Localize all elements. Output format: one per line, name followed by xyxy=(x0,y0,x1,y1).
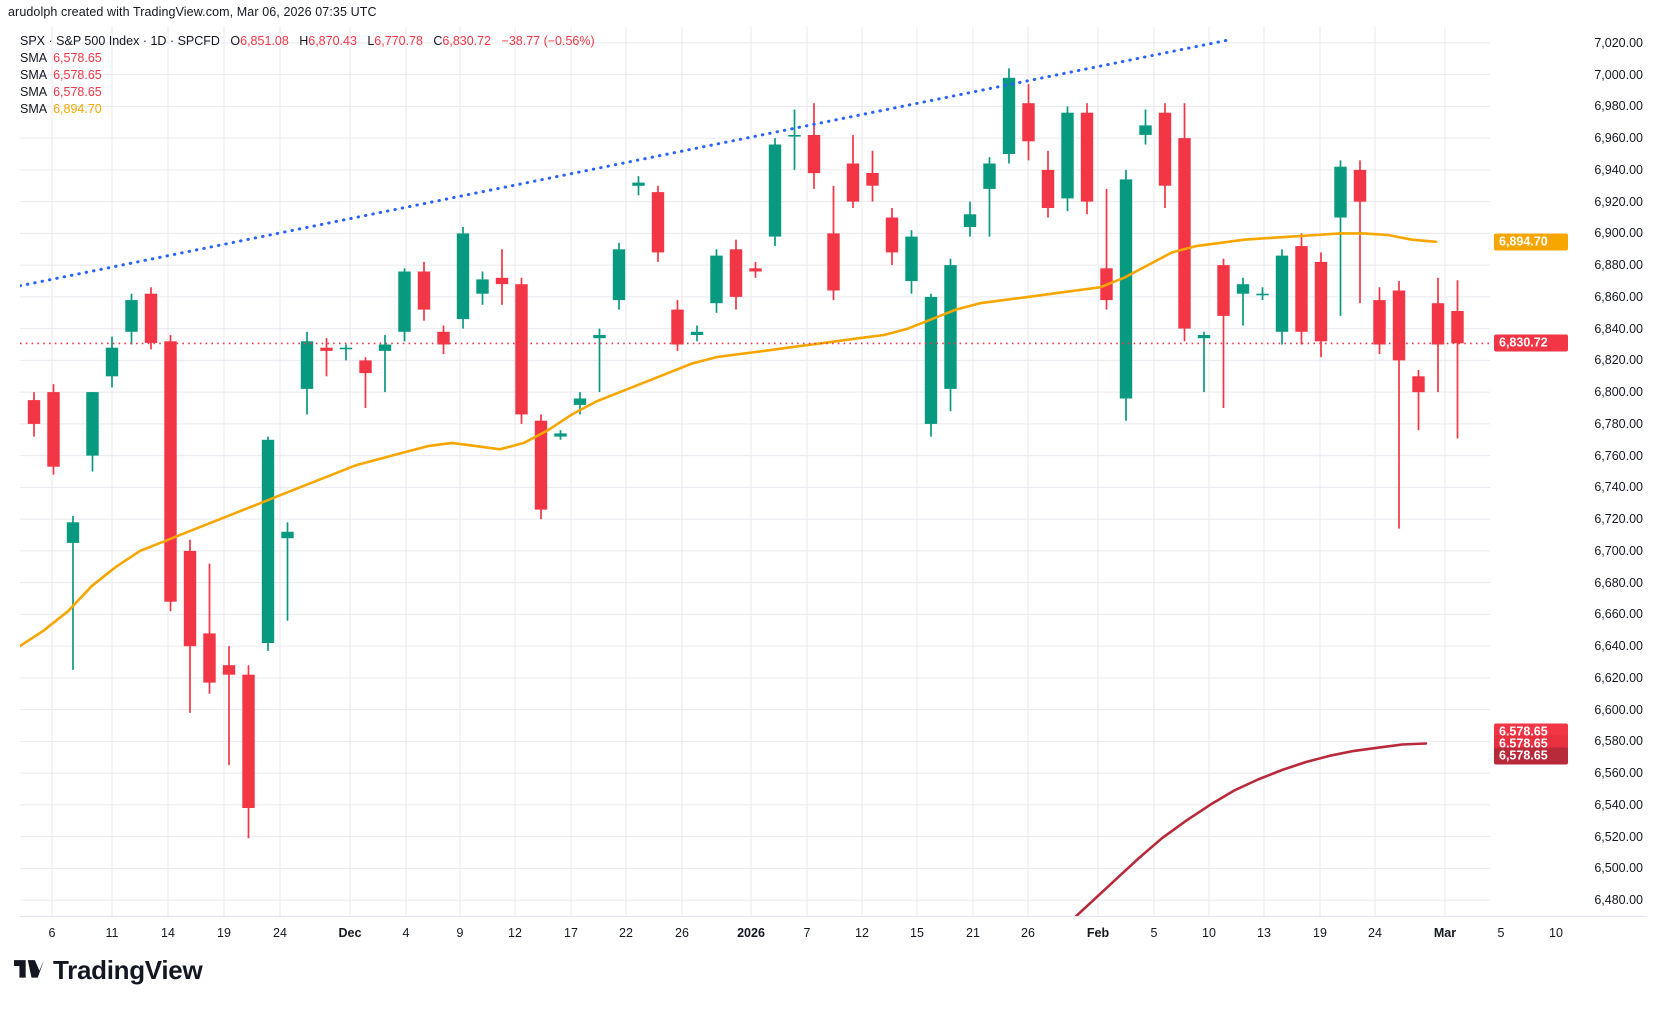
legend-high-key: H xyxy=(299,34,309,48)
legend-study-value-1: 6,578.65 xyxy=(53,51,102,65)
price-axis-tick: 6,960.00 xyxy=(1594,131,1643,146)
price-axis-tick: 7,020.00 xyxy=(1594,35,1643,50)
price-scale[interactable]: 7,020.00 7,000.00 6,980.00 6,960.00 6,940.00… xyxy=(1490,27,1647,916)
price-axis-tick: 6,840.00 xyxy=(1594,321,1643,336)
price-axis-tick: 6,660.00 xyxy=(1594,607,1643,622)
legend-open-value: 6,851.08 xyxy=(240,34,289,48)
legend-study-row-3[interactable]: SMA 6,578.65 xyxy=(20,84,595,101)
price-axis-tick: 6,780.00 xyxy=(1594,416,1643,431)
legend-study-name-1: SMA xyxy=(20,51,48,65)
price-axis-tick: 6,880.00 xyxy=(1594,258,1643,273)
time-axis-tick: 26 xyxy=(675,926,689,940)
time-axis-tick: 9 xyxy=(456,926,464,940)
legend-studies: SMA 6,578.65 SMA 6,578.65 SMA 6,578.65 SMA 6,89… xyxy=(20,50,595,118)
time-axis-tick: Dec xyxy=(338,926,362,940)
price-axis-tick: 6,640.00 xyxy=(1594,639,1643,654)
price-axis-tick: 6,940.00 xyxy=(1594,162,1643,177)
tradingview-mark-icon xyxy=(14,959,44,978)
legend-symbol: SPX xyxy=(20,34,46,48)
legend-interval: 1D xyxy=(150,34,167,48)
legend-study-value-4: 6,894.70 xyxy=(53,102,102,116)
time-axis-tick: 10 xyxy=(1202,926,1216,940)
time-axis-tick: 19 xyxy=(1313,926,1327,940)
price-axis-tick: 6,580.00 xyxy=(1594,734,1643,749)
time-axis-tick: 2026 xyxy=(737,926,765,940)
legend-study-name-3: SMA xyxy=(20,85,48,99)
legend-main-row[interactable]: SPX · S&P 500 Index · 1D · SPCFD O6,851.… xyxy=(20,33,595,50)
tradingview-wordmark: TradingView xyxy=(53,955,203,985)
time-axis-tick: 22 xyxy=(619,926,633,940)
legend-sep-1: · xyxy=(48,34,53,48)
price-axis-tick: 6,540.00 xyxy=(1594,797,1643,812)
time-scale[interactable]: 6 11 14 19 24 Dec 4 9 12 17 22 26 2026 7 12 15 21 26 Feb 5 1… xyxy=(20,916,1647,947)
legend-high-value: 6,870.43 xyxy=(308,34,357,48)
legend-study-name-4: SMA xyxy=(20,102,48,116)
time-axis-tick: 7 xyxy=(803,926,811,940)
time-axis-tick: 24 xyxy=(273,926,287,940)
time-axis-tick: 17 xyxy=(564,926,578,940)
price-axis-tick: 6,800.00 xyxy=(1594,385,1643,400)
time-axis-tick: 11 xyxy=(105,926,119,940)
last-price-badge[interactable]: 6,830.72 xyxy=(1494,334,1568,352)
price-axis-tick: 6,480.00 xyxy=(1594,893,1643,908)
time-axis-tick: 15 xyxy=(910,926,924,940)
legend-study-value-3: 6,578.65 xyxy=(53,85,102,99)
legend-study-row-2[interactable]: SMA 6,578.65 xyxy=(20,67,595,84)
legend-change: −38.77 (−0.56%) xyxy=(501,34,595,48)
price-axis-tick: 6,560.00 xyxy=(1594,766,1643,781)
sma-red-price-badge-3[interactable]: 6,578.65 xyxy=(1494,747,1568,765)
price-axis-tick: 6,900.00 xyxy=(1594,226,1643,241)
time-axis-tick: 13 xyxy=(1257,926,1271,940)
time-axis-tick: 19 xyxy=(217,926,231,940)
legend-open-key: O xyxy=(230,34,241,48)
price-axis-tick: 6,680.00 xyxy=(1594,575,1643,590)
chart-legend: SPX · S&P 500 Index · 1D · SPCFD O6,851.… xyxy=(20,33,595,118)
legend-study-row-4[interactable]: SMA 6,894.70 xyxy=(20,101,595,118)
price-axis-tick: 6,920.00 xyxy=(1594,194,1643,209)
legend-study-value-2: 6,578.65 xyxy=(53,68,102,82)
time-axis-tick: 10 xyxy=(1549,926,1563,940)
time-axis-tick: 5 xyxy=(1150,926,1158,940)
legend-exchange: SPCFD xyxy=(177,34,220,48)
price-axis-tick: 6,820.00 xyxy=(1594,353,1643,368)
time-axis-tick: 6 xyxy=(48,926,56,940)
sma-orange-price-badge[interactable]: 6,894.70 xyxy=(1494,233,1568,251)
price-axis-tick: 6,700.00 xyxy=(1594,543,1643,558)
legend-description: S&P 500 Index xyxy=(56,34,140,48)
legend-close-key: C xyxy=(433,34,443,48)
tradingview-logo[interactable]: TradingView xyxy=(14,955,203,986)
price-axis-tick: 6,520.00 xyxy=(1594,829,1643,844)
time-axis-tick: 24 xyxy=(1368,926,1382,940)
chart-frame: SPX · S&P 500 Index · 1D · SPCFD O6,851.… xyxy=(20,27,1647,916)
time-axis-tick: 21 xyxy=(966,926,980,940)
legend-close-value: 6,830.72 xyxy=(442,34,492,48)
attribution-text: arudolph created with TradingView.com, M… xyxy=(8,5,377,19)
price-axis-tick: 6,860.00 xyxy=(1594,289,1643,304)
price-axis-tick: 6,620.00 xyxy=(1594,670,1643,685)
legend-study-row-1[interactable]: SMA 6,578.65 xyxy=(20,50,595,67)
time-axis-tick: 12 xyxy=(508,926,522,940)
time-axis-tick: 14 xyxy=(161,926,175,940)
time-axis-tick: Feb xyxy=(1086,926,1110,940)
price-axis-tick: 6,500.00 xyxy=(1594,861,1643,876)
price-axis-tick: 6,760.00 xyxy=(1594,448,1643,463)
time-axis-tick: 4 xyxy=(402,926,410,940)
price-axis-tick: 6,740.00 xyxy=(1594,480,1643,495)
legend-sep-3: · xyxy=(169,34,175,48)
time-axis-tick: 26 xyxy=(1021,926,1035,940)
chart-overlays xyxy=(20,38,1490,916)
price-axis-tick: 7,000.00 xyxy=(1594,67,1643,82)
time-axis-tick: 12 xyxy=(855,926,869,940)
price-axis-tick: 6,600.00 xyxy=(1594,702,1643,717)
price-axis-tick: 6,980.00 xyxy=(1594,99,1643,114)
time-axis-tick: Mar xyxy=(1433,926,1457,940)
legend-sep-2: · xyxy=(142,34,147,48)
legend-low-value: 6,770.78 xyxy=(374,34,423,48)
chart-gridlines xyxy=(20,27,1490,916)
time-axis-tick: 5 xyxy=(1497,926,1505,940)
plot-area[interactable] xyxy=(20,27,1490,916)
price-axis-tick: 6,720.00 xyxy=(1594,512,1643,527)
legend-study-name-2: SMA xyxy=(20,68,48,82)
legend-low-key: L xyxy=(367,34,375,48)
